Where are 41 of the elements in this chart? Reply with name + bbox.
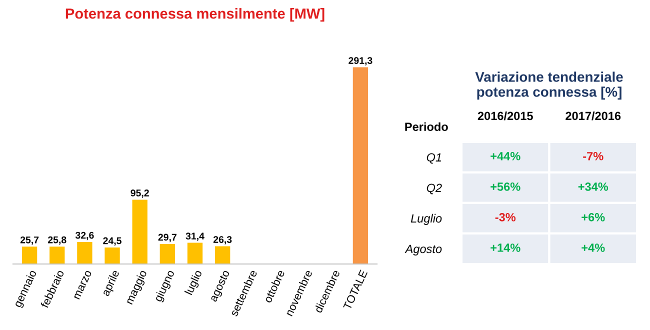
bar bbox=[160, 244, 176, 264]
data-label: -3% bbox=[495, 213, 516, 222]
data-label: +14% bbox=[490, 244, 520, 252]
data-label: 26,3 bbox=[213, 236, 232, 244]
x-tick-label: ottobre bbox=[263, 269, 285, 304]
data-label: -7% bbox=[583, 152, 604, 160]
data-label: +4% bbox=[582, 244, 605, 252]
x-tick-label: 2017/2016 bbox=[566, 111, 621, 120]
x-tick-label: aprile bbox=[100, 269, 122, 298]
data-label: 32,6 bbox=[75, 232, 94, 240]
data-label: 25,7 bbox=[20, 236, 39, 245]
y-axis-title: Periodo bbox=[405, 122, 448, 132]
x-tick-label: 2016/2015 bbox=[478, 111, 533, 120]
data-label: 31,4 bbox=[186, 232, 204, 241]
chart-title: Potenza connessa mensilmente [MW] bbox=[66, 8, 324, 22]
x-tick-label: luglio bbox=[184, 269, 204, 296]
bar bbox=[352, 67, 368, 264]
data-label: +6% bbox=[582, 213, 605, 222]
data-label: +34% bbox=[578, 182, 608, 191]
data-label: 29,7 bbox=[158, 234, 176, 242]
data-label: +44% bbox=[490, 152, 520, 160]
y-tick-label: Q1 bbox=[426, 153, 442, 164]
data-label: 24,5 bbox=[103, 237, 122, 246]
data-label: +56% bbox=[490, 182, 520, 191]
bar bbox=[77, 242, 92, 264]
bar bbox=[22, 246, 38, 264]
data-label: 25,8 bbox=[48, 236, 66, 245]
bar bbox=[50, 246, 65, 264]
y-tick-label: Agosto bbox=[404, 244, 442, 256]
x-tick-label: marzo bbox=[74, 270, 92, 300]
bar bbox=[214, 246, 230, 264]
data-label: 291,3 bbox=[348, 57, 372, 66]
bar bbox=[187, 242, 203, 264]
bar bbox=[132, 200, 148, 264]
x-tick-label: giugno bbox=[154, 269, 177, 304]
x-tick-label: agosto bbox=[209, 270, 232, 304]
y-tick-label: Q2 bbox=[426, 184, 442, 194]
y-tick-label: Luglio bbox=[410, 214, 442, 225]
bar bbox=[104, 247, 120, 264]
chart-title: Variazione tendenziale potenza connessa [%] bbox=[475, 72, 623, 100]
data-label: 95,2 bbox=[130, 190, 149, 198]
